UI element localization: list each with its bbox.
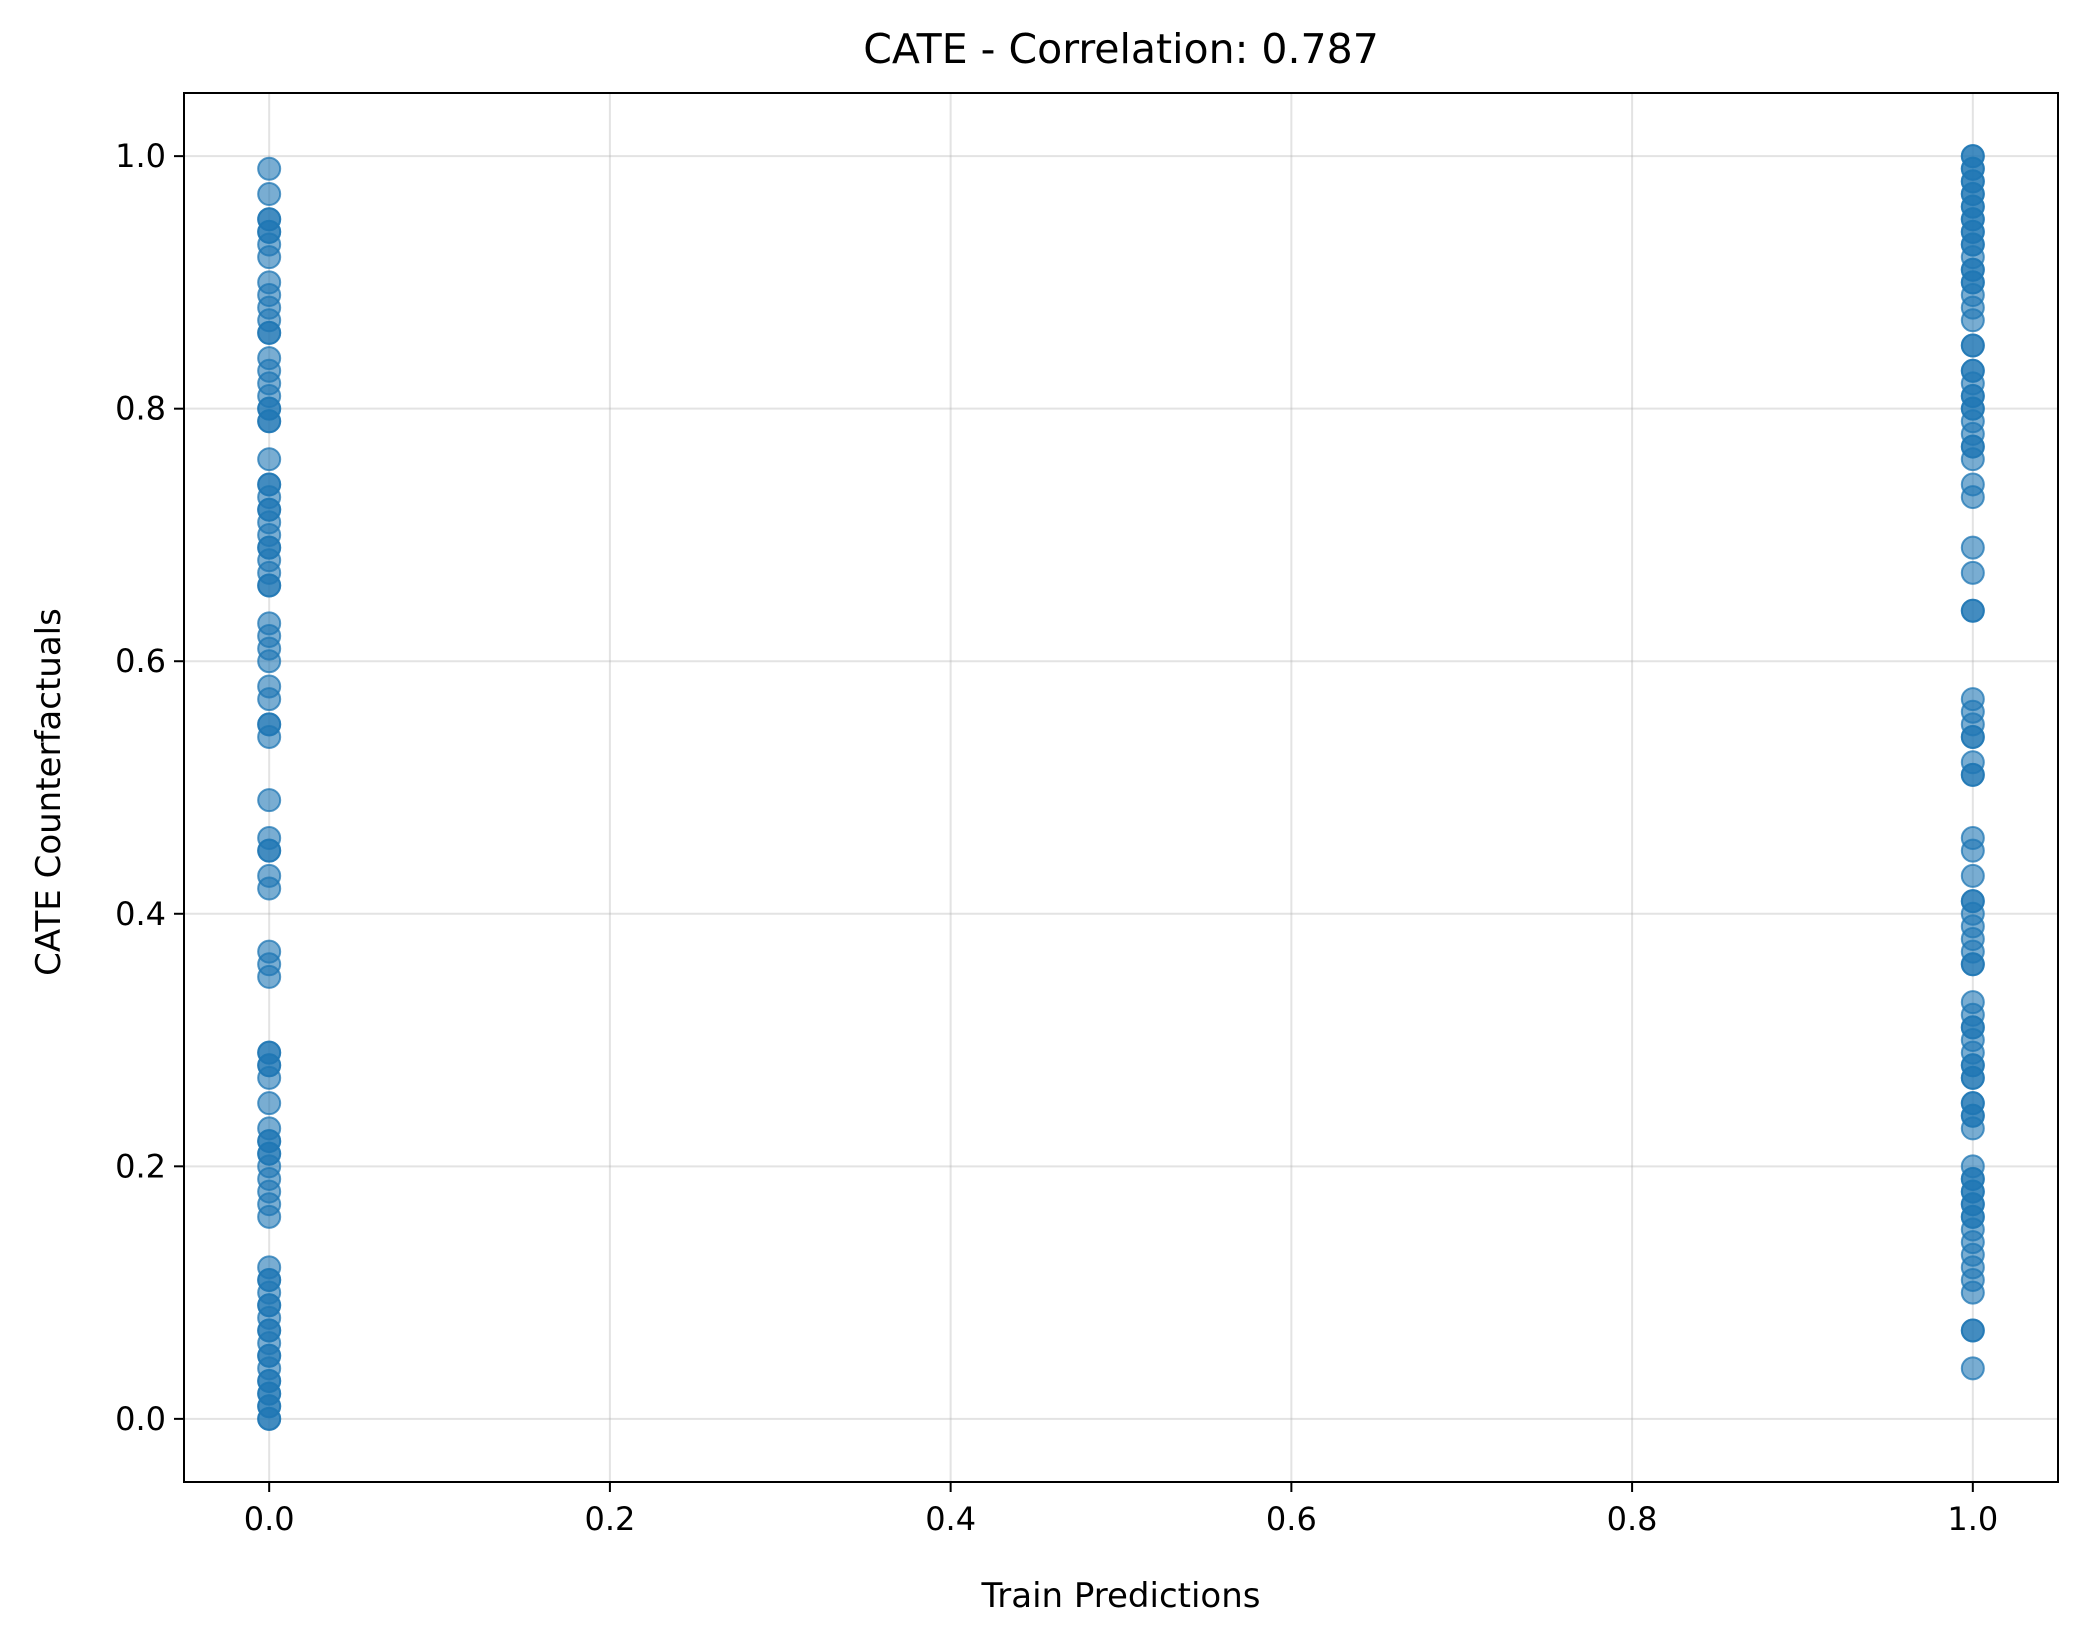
- data-point: [257, 788, 282, 813]
- data-point: [1960, 863, 1985, 888]
- data-point: [257, 182, 282, 207]
- data-point: [257, 156, 282, 181]
- data-point: [1960, 1280, 1985, 1305]
- data-point: [1960, 724, 1985, 749]
- x-tick-label: 0.2: [584, 1500, 635, 1538]
- data-point: [257, 838, 282, 863]
- data-point: [1960, 952, 1985, 977]
- data-point: [1960, 560, 1985, 585]
- data-point: [257, 724, 282, 749]
- axis-ticks: 0.0 0.2 0.4 0.6 0.8 1.0 0.0 0.2 0.4 0.6 0.8 1.0: [115, 137, 1998, 1538]
- data-point: [257, 447, 282, 472]
- data-point: [257, 1065, 282, 1090]
- data-point: [1960, 838, 1985, 863]
- data-point: [257, 320, 282, 345]
- data-point: [1960, 535, 1985, 560]
- data-point: [257, 1204, 282, 1229]
- x-tick-label: 1.0: [1947, 1500, 1998, 1538]
- x-tick-label: 0.0: [244, 1500, 295, 1538]
- x-tick-label: 0.8: [1607, 1500, 1658, 1538]
- y-tick-label: 1.0: [115, 137, 166, 175]
- y-tick-label: 0.2: [115, 1147, 166, 1185]
- x-tick-label: 0.6: [1266, 1500, 1317, 1538]
- data-point: [1960, 485, 1985, 510]
- data-point: [257, 245, 282, 270]
- data-point: [257, 409, 282, 434]
- data-point: [1960, 308, 1985, 333]
- y-tick-label: 0.0: [115, 1400, 166, 1438]
- data-point: [257, 687, 282, 712]
- data-points: [257, 144, 1985, 1431]
- data-point: [1960, 1116, 1985, 1141]
- data-point: [257, 649, 282, 674]
- data-point: [257, 1091, 282, 1116]
- y-tick-label: 0.4: [115, 895, 166, 933]
- x-tick-label: 0.4: [925, 1500, 976, 1538]
- y-axis-title: CATE Counterfactuals: [29, 608, 69, 976]
- data-point: [1960, 598, 1985, 623]
- data-point: [1960, 333, 1985, 358]
- data-point: [1960, 762, 1985, 787]
- data-point: [1960, 447, 1985, 472]
- data-point: [257, 573, 282, 598]
- y-tick-label: 0.8: [115, 390, 166, 428]
- data-point: [257, 1406, 282, 1431]
- chart-title: CATE - Correlation: 0.787: [863, 25, 1379, 73]
- data-point: [1960, 1065, 1985, 1090]
- y-tick-label: 0.6: [115, 642, 166, 680]
- data-point: [257, 964, 282, 989]
- data-point: [1960, 1356, 1985, 1381]
- plot-frame: [183, 92, 2059, 1483]
- x-axis-title: Train Predictions: [980, 1576, 1260, 1616]
- data-point: [1960, 1318, 1985, 1343]
- data-point: [257, 876, 282, 901]
